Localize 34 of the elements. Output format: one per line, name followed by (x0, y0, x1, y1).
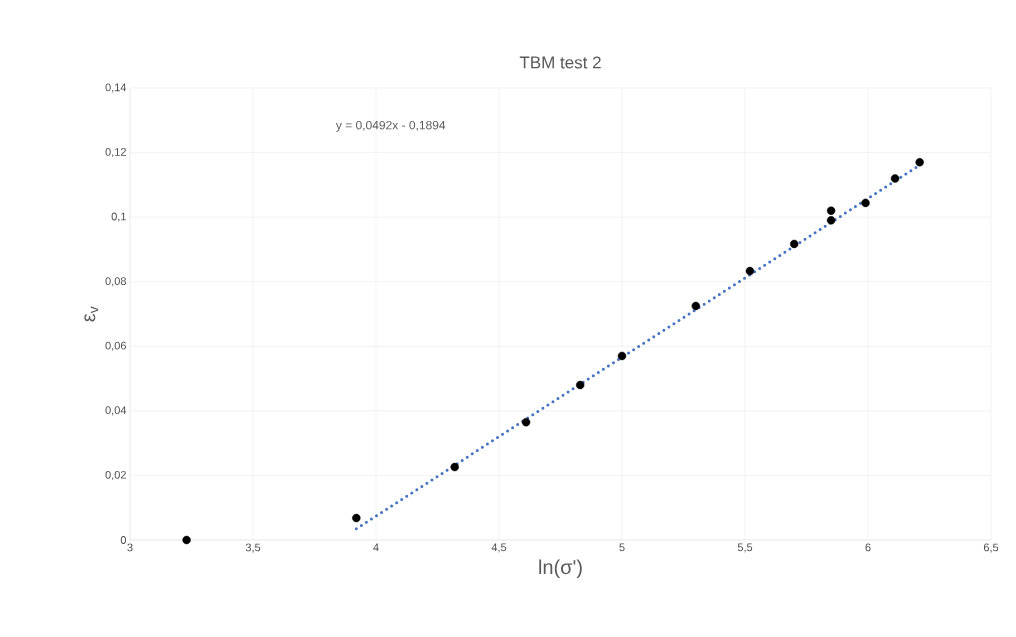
point (521, 417, 531, 427)
y-tick-label: 0,08 (105, 277, 126, 287)
point (691, 301, 701, 311)
point (790, 239, 799, 249)
point (861, 198, 870, 208)
x-tick-label: 4 (373, 543, 379, 552)
x-tick-label: 4,5 (491, 543, 507, 553)
y-tick-label: 0 (120, 536, 127, 544)
y-axis-title: ε$_{v}$ (84, 306, 99, 322)
point (450, 462, 459, 472)
point (182, 535, 191, 545)
point (915, 158, 924, 167)
point (617, 351, 627, 361)
point (575, 380, 585, 390)
point (745, 266, 755, 276)
x-tick-label: 6,5 (983, 543, 999, 553)
point (352, 513, 361, 523)
y-tick-label: 0,1 (111, 212, 126, 222)
y-tick-label: 0,04 (105, 406, 127, 416)
x-tick-label: 5 (619, 543, 625, 552)
point (890, 174, 900, 183)
annotation: y = 0,0492x - 0,1894 (335, 120, 446, 132)
x-tick-label: 6 (865, 543, 871, 552)
y-tick-label: 0,12 (105, 148, 126, 158)
y-tick-label: 0,02 (105, 470, 126, 480)
point (826, 206, 836, 215)
chart-title: TBM test 2 (519, 56, 601, 69)
y-tick-label: 0,14 (105, 83, 127, 93)
x-tick-label: 3 (127, 543, 133, 552)
x-tick-label: 5,5 (737, 543, 753, 553)
y-tick-label: 0,06 (105, 341, 126, 351)
x-tick-label: 3,5 (245, 543, 261, 553)
x-axis-title: ln(σ') (539, 559, 582, 579)
point (826, 216, 836, 225)
